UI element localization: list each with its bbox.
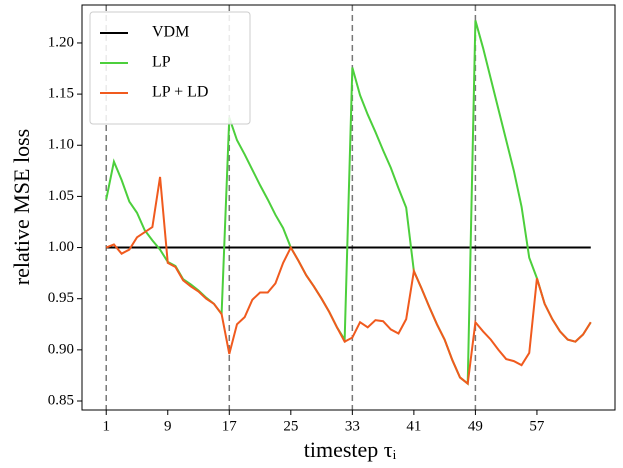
y-axis-label: relative MSE loss xyxy=(9,129,34,285)
x-tick-label: 1 xyxy=(102,418,110,434)
y-tick-label: 1.05 xyxy=(48,188,74,204)
x-tick-label: 57 xyxy=(529,418,545,434)
y-tick-label: 0.90 xyxy=(48,341,74,357)
x-tick-label: 49 xyxy=(468,418,483,434)
legend-label: LP xyxy=(152,54,171,71)
x-axis-label: timestep τᵢ xyxy=(304,437,397,462)
y-tick-label: 1.15 xyxy=(48,86,74,102)
x-tick-label: 9 xyxy=(164,418,172,434)
y-tick-label: 1.10 xyxy=(48,137,74,153)
x-tick-label: 17 xyxy=(222,418,238,434)
y-tick-label: 1.00 xyxy=(48,239,74,255)
legend-label: LP + LD xyxy=(152,84,208,101)
x-tick-label: 33 xyxy=(345,418,360,434)
series-line xyxy=(105,20,592,386)
legend-box xyxy=(89,11,251,125)
x-tick-label: 41 xyxy=(406,418,421,434)
plot-frame xyxy=(81,4,616,411)
y-tick-label: 1.20 xyxy=(48,34,74,50)
legend-label: VDM xyxy=(152,24,189,41)
y-tick-label: 0.85 xyxy=(48,392,74,408)
x-tick-label: 25 xyxy=(283,418,298,434)
series-line xyxy=(105,176,592,386)
y-tick-label: 0.95 xyxy=(48,290,74,306)
